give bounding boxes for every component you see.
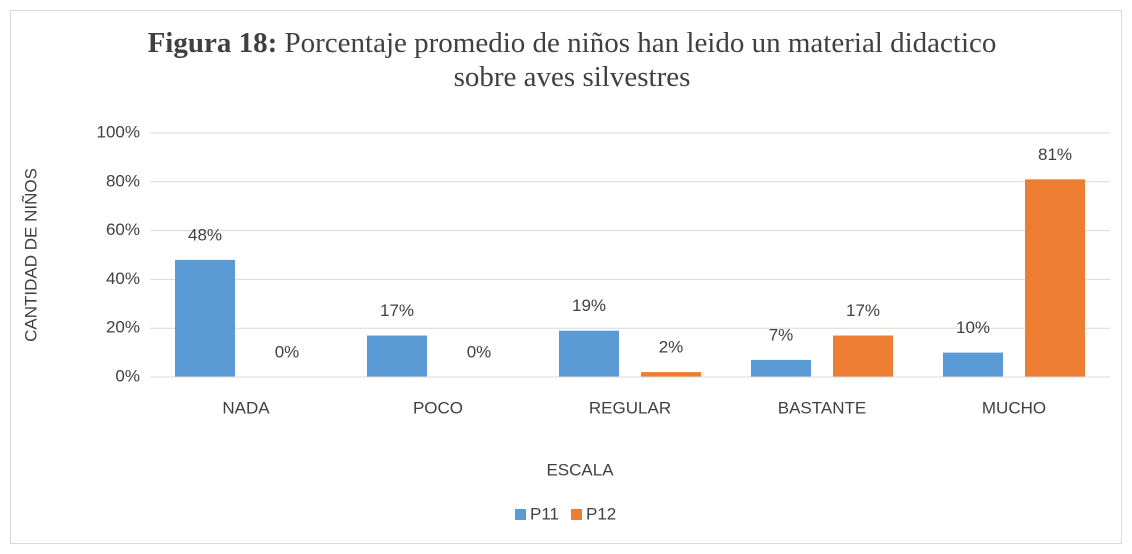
legend-swatch bbox=[515, 509, 526, 520]
x-tick-label: NADA bbox=[222, 398, 270, 417]
data-label: 2% bbox=[659, 338, 684, 357]
bar bbox=[559, 330, 619, 377]
x-tick-label: MUCHO bbox=[982, 398, 1046, 417]
data-label: 10% bbox=[956, 318, 990, 337]
data-label: 17% bbox=[380, 301, 414, 320]
title-text: Porcentaje promedio de niños han leido u… bbox=[284, 27, 997, 93]
y-tick-label: 60% bbox=[106, 220, 140, 239]
data-label: 81% bbox=[1038, 145, 1072, 164]
data-label: 19% bbox=[572, 296, 606, 315]
x-tick-label: REGULAR bbox=[589, 398, 671, 417]
legend-label: P11 bbox=[530, 504, 559, 523]
bar bbox=[367, 335, 427, 377]
data-label: 0% bbox=[275, 342, 300, 361]
bar bbox=[641, 372, 701, 377]
y-tick-label: 20% bbox=[106, 318, 140, 337]
bar bbox=[943, 352, 1003, 377]
x-axis-label: ESCALA bbox=[546, 460, 614, 479]
data-label: 0% bbox=[467, 342, 492, 361]
bar bbox=[833, 335, 893, 377]
x-tick-label: BASTANTE bbox=[778, 398, 866, 417]
legend-swatch bbox=[571, 509, 582, 520]
y-tick-label: 40% bbox=[106, 269, 140, 288]
y-tick-label: 0% bbox=[115, 366, 140, 385]
bar bbox=[1025, 179, 1085, 377]
chart-border bbox=[10, 10, 1122, 544]
data-label: 7% bbox=[769, 325, 794, 344]
y-tick-label: 100% bbox=[97, 122, 140, 141]
data-label: 48% bbox=[188, 225, 222, 244]
bar bbox=[751, 359, 811, 377]
chart-title: Figura 18: Porcentaje promedio de niños … bbox=[147, 26, 997, 94]
data-label: 17% bbox=[846, 301, 880, 320]
y-tick-label: 80% bbox=[106, 171, 140, 190]
y-axis-label: CANTIDAD DE NIÑOS bbox=[21, 168, 40, 342]
legend-label: P12 bbox=[586, 504, 616, 523]
bar bbox=[175, 259, 235, 377]
title-prefix: Figura 18: bbox=[147, 27, 278, 59]
x-tick-label: POCO bbox=[413, 398, 463, 417]
